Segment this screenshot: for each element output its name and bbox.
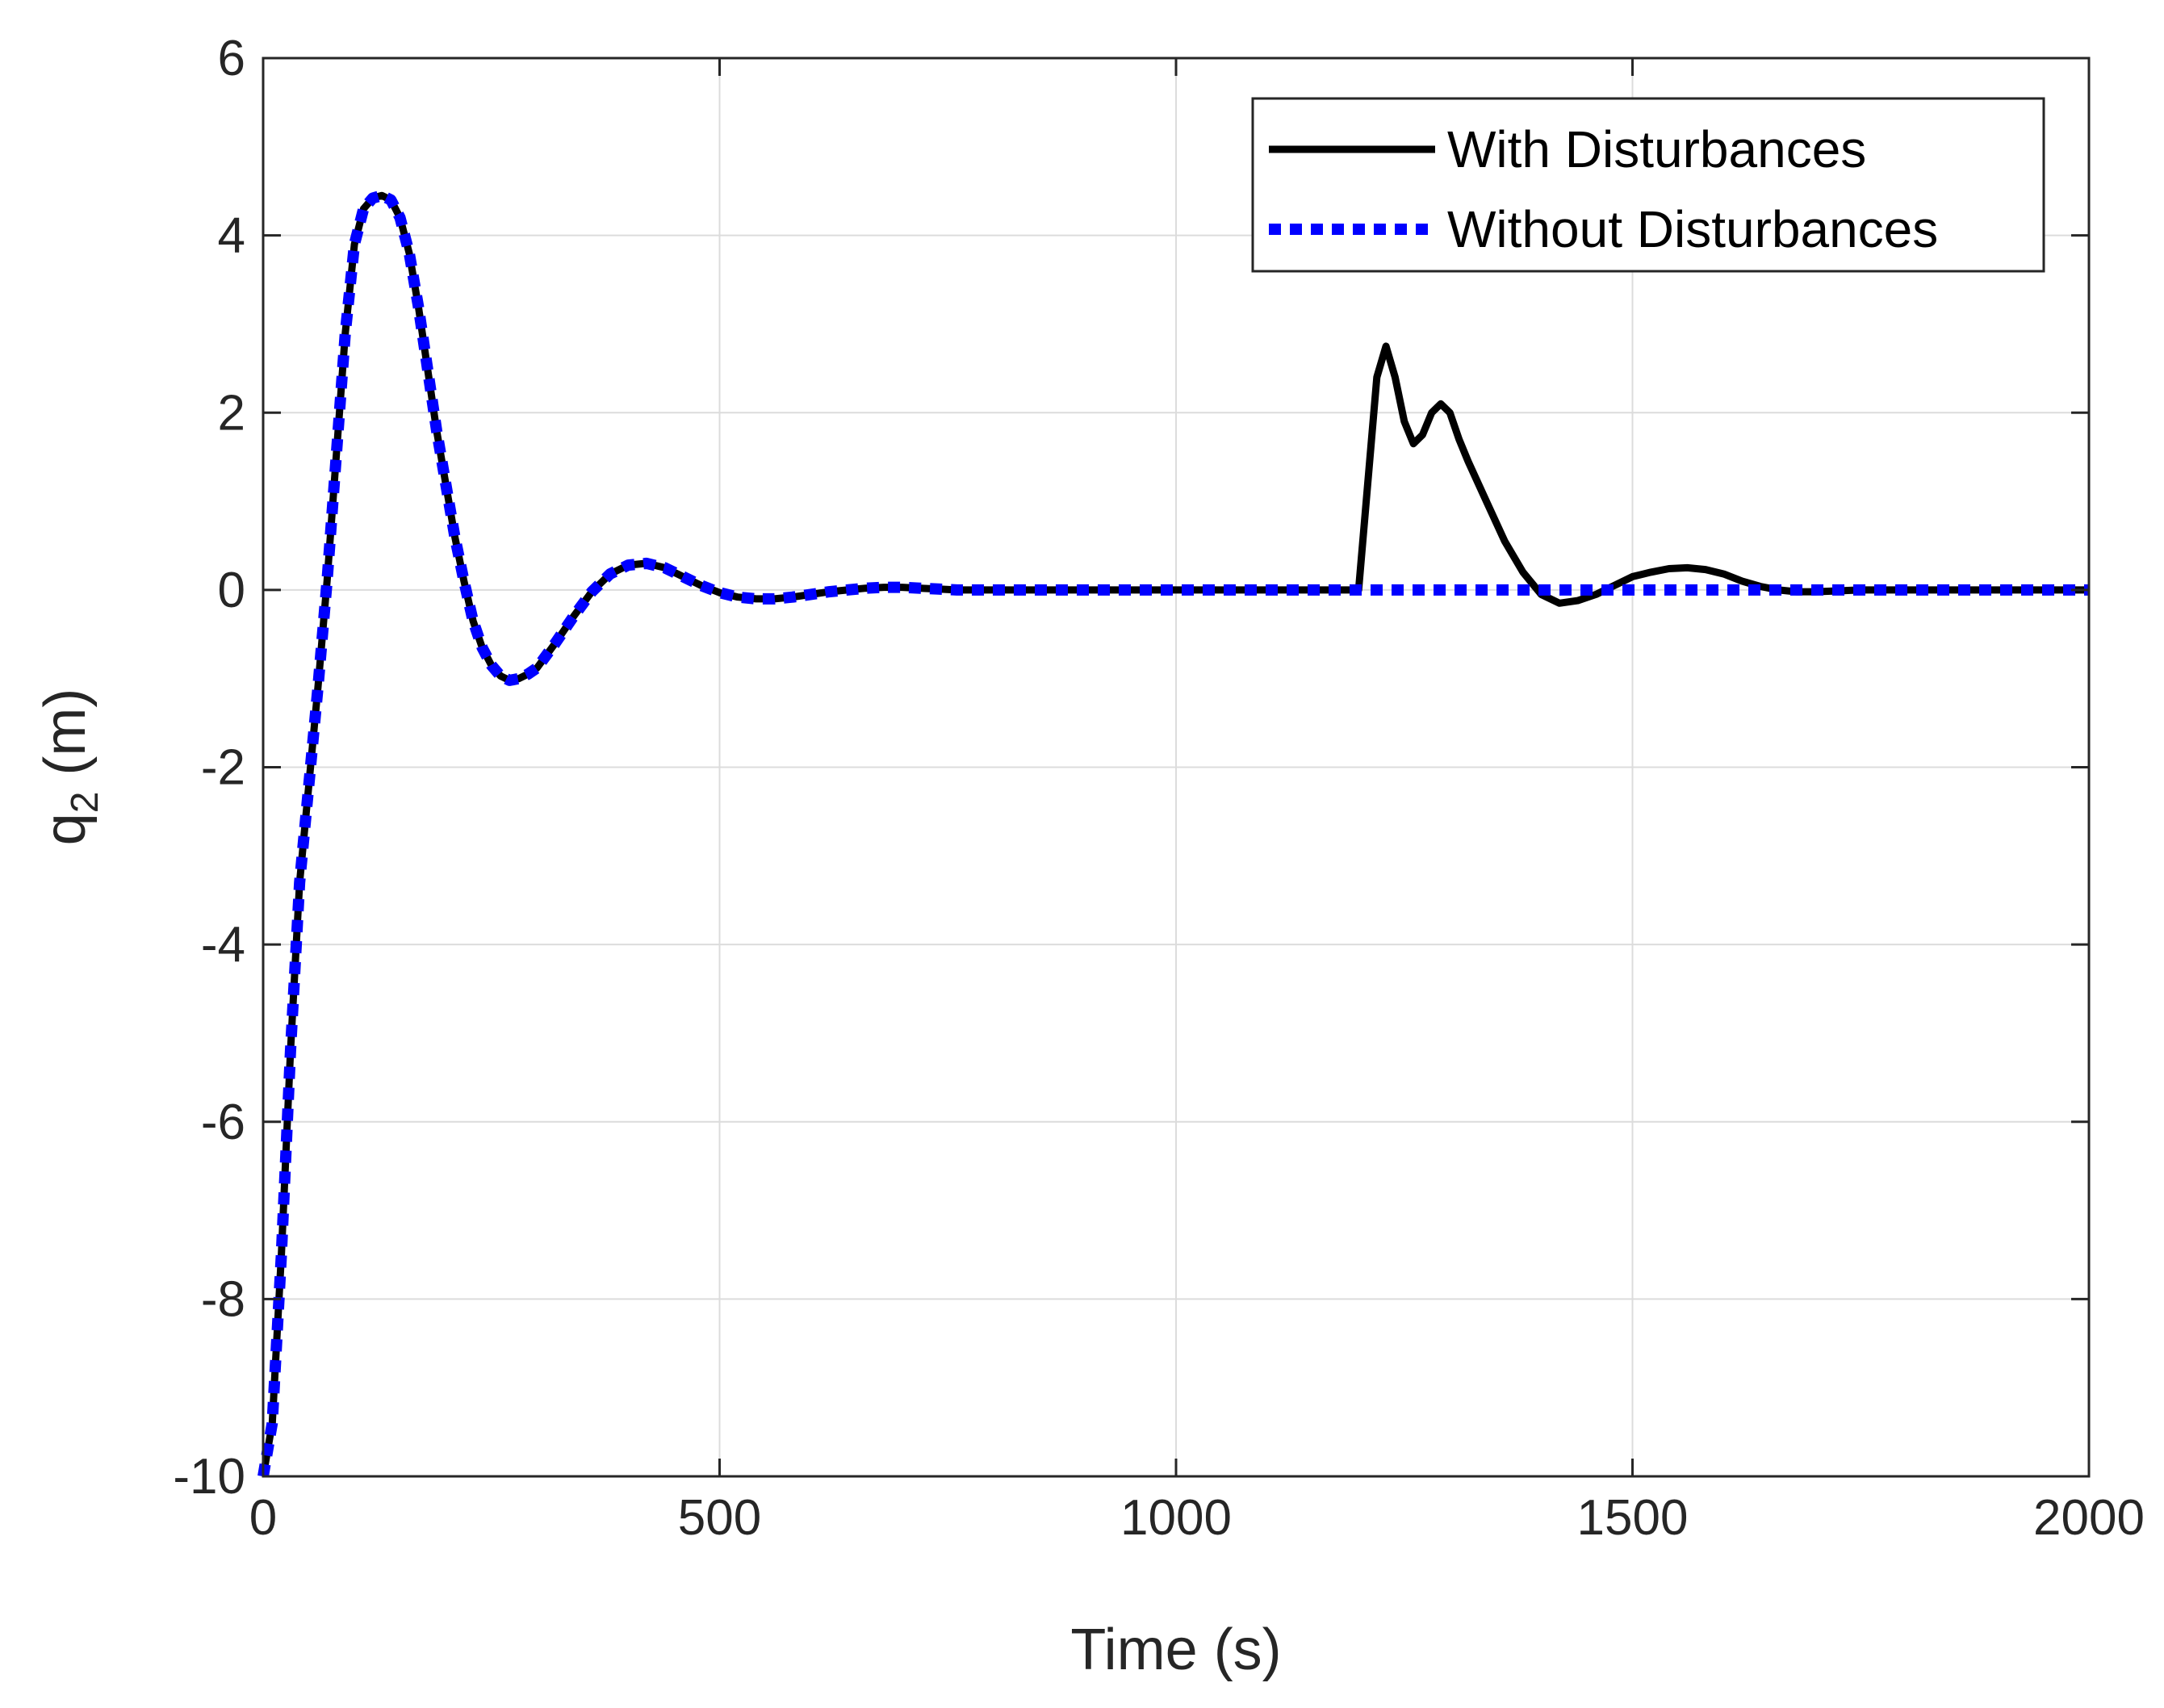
legend-label-with-disturbances: With Disturbances — [1447, 120, 1866, 178]
y-axis-label: q2 (m) — [33, 689, 107, 846]
y-tick-label: 6 — [218, 31, 245, 86]
y-tick-label: 2 — [218, 385, 245, 441]
legend: With Disturbances Without Disturbances — [1251, 97, 2045, 273]
tick-marks — [262, 57, 2091, 1478]
x-tick-label: 0 — [249, 1490, 277, 1546]
x-axis-label: Time (s) — [1070, 1618, 1281, 1682]
tick-labels: 0 500 1000 1500 2000 -10 -8 -6 -4 -2 0 2 4 6 — [173, 31, 2145, 1546]
x-tick-label: 2000 — [2033, 1490, 2145, 1546]
series-layer — [257, 190, 2089, 1478]
x-tick-label: 500 — [678, 1490, 761, 1546]
x-tick-label: 1000 — [1120, 1490, 1232, 1546]
y-tick-label: -6 — [201, 1095, 245, 1150]
y-axis-label-subscript: 2 — [64, 792, 107, 814]
y-axis-label-unit: (m) — [33, 689, 98, 792]
y-tick-label: -10 — [173, 1449, 245, 1505]
y-tick-label: -4 — [201, 917, 245, 973]
series-line-without-disturbances — [257, 190, 2089, 1478]
y-tick-label: -2 — [201, 740, 245, 796]
y-axis-label-main: q — [33, 813, 98, 845]
legend-label-without-disturbances: Without Disturbances — [1447, 200, 1938, 258]
legend-box — [1251, 97, 2045, 273]
y-tick-label: 0 — [218, 563, 245, 618]
y-tick-label: -8 — [201, 1271, 245, 1327]
y-tick-label: 4 — [218, 208, 245, 264]
x-tick-label: 1500 — [1577, 1490, 1689, 1546]
